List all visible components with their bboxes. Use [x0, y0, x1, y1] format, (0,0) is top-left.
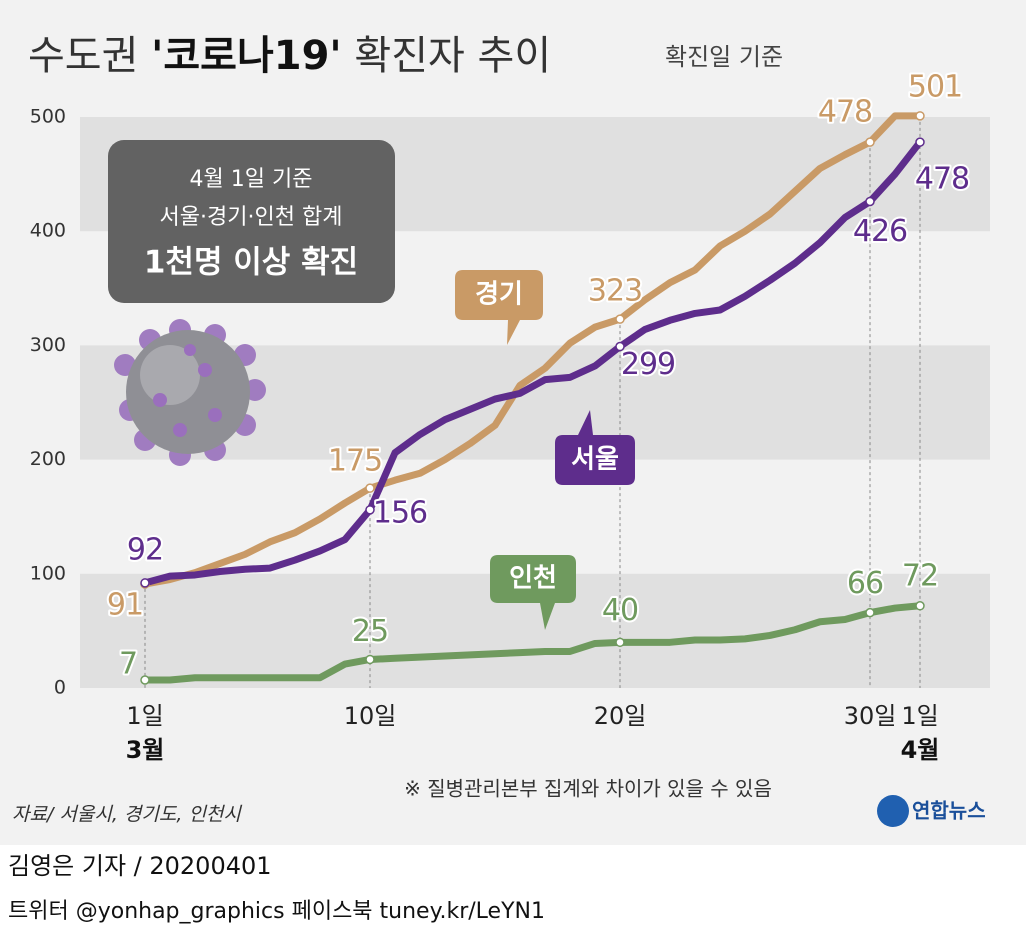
- month-label: 3월: [126, 736, 165, 764]
- series-line: [145, 602, 921, 684]
- series-line: [144, 112, 920, 588]
- data-label: 72: [902, 558, 938, 593]
- point-marker: [865, 196, 875, 207]
- x-tick-label: 1일: [126, 702, 163, 730]
- data-label: 478: [818, 95, 872, 130]
- data-label: 323: [588, 274, 642, 309]
- point-marker: [365, 483, 375, 493]
- y-tick-label: 0: [54, 677, 66, 699]
- point-marker: [615, 637, 625, 648]
- data-label: 426: [853, 214, 907, 249]
- source: 자료/ 서울시, 경기도, 인천시: [12, 804, 242, 826]
- x-tick-label: 30일: [844, 702, 897, 730]
- data-label: 156: [373, 495, 427, 530]
- series-name: 인천: [509, 564, 557, 594]
- callout-line: 4월 1일 기준: [190, 167, 313, 192]
- byline: 김영은 기자 / 20200401: [8, 852, 272, 880]
- point-marker: [615, 314, 625, 324]
- data-label: 175: [328, 444, 382, 479]
- series-name: 서울: [571, 445, 619, 475]
- y-tick-label: 200: [30, 448, 66, 470]
- point-marker: [365, 654, 375, 665]
- point-marker: [865, 137, 875, 147]
- chart-title: 수도권 '코로나19' 확진자 추이: [28, 33, 551, 79]
- social: 트위터 @yonhap_graphics 페이스북 tuney.kr/LeYN1: [8, 899, 545, 924]
- point-marker: [915, 137, 925, 147]
- data-label: 25: [352, 614, 388, 649]
- series-tag: [455, 270, 635, 630]
- data-label: 7: [119, 647, 137, 682]
- logo-mark: [877, 795, 909, 827]
- data-label: 478: [915, 162, 969, 197]
- data-label: 501: [908, 69, 962, 104]
- point-marker: [865, 607, 875, 618]
- subtitle: 확진일 기준: [665, 43, 783, 71]
- series-name: 경기: [475, 280, 523, 310]
- point-marker: [140, 578, 150, 588]
- point-marker: [140, 675, 150, 685]
- point-marker: [365, 505, 375, 515]
- callout-box: [108, 140, 395, 303]
- virus-illustration: [114, 319, 266, 466]
- y-tick-label: 400: [30, 220, 66, 242]
- data-label: 40: [602, 593, 638, 628]
- x-tick-label: 10일: [344, 702, 397, 730]
- callout-line: 서울·경기·인천 합계: [160, 205, 343, 230]
- month-label: 4월: [901, 736, 940, 764]
- data-label: 299: [621, 347, 675, 382]
- y-tick-label: 500: [30, 106, 66, 128]
- callout-line: 1천명 이상 확진: [144, 245, 358, 281]
- point-marker: [915, 601, 925, 611]
- logo: 연합뉴스: [912, 799, 986, 823]
- x-tick-label: 20일: [594, 702, 647, 730]
- x-tick-label: 1일: [901, 702, 938, 730]
- note: ※ 질병관리본부 집계와 차이가 있을 수 있음: [404, 777, 772, 801]
- point-marker: [615, 341, 625, 352]
- y-tick-label: 100: [30, 562, 66, 584]
- data-label: 92: [127, 532, 163, 567]
- data-label: 91: [107, 588, 143, 623]
- data-label: 66: [847, 566, 883, 601]
- series-line: [144, 139, 923, 587]
- y-tick-label: 300: [30, 334, 66, 356]
- point-marker: [915, 111, 925, 121]
